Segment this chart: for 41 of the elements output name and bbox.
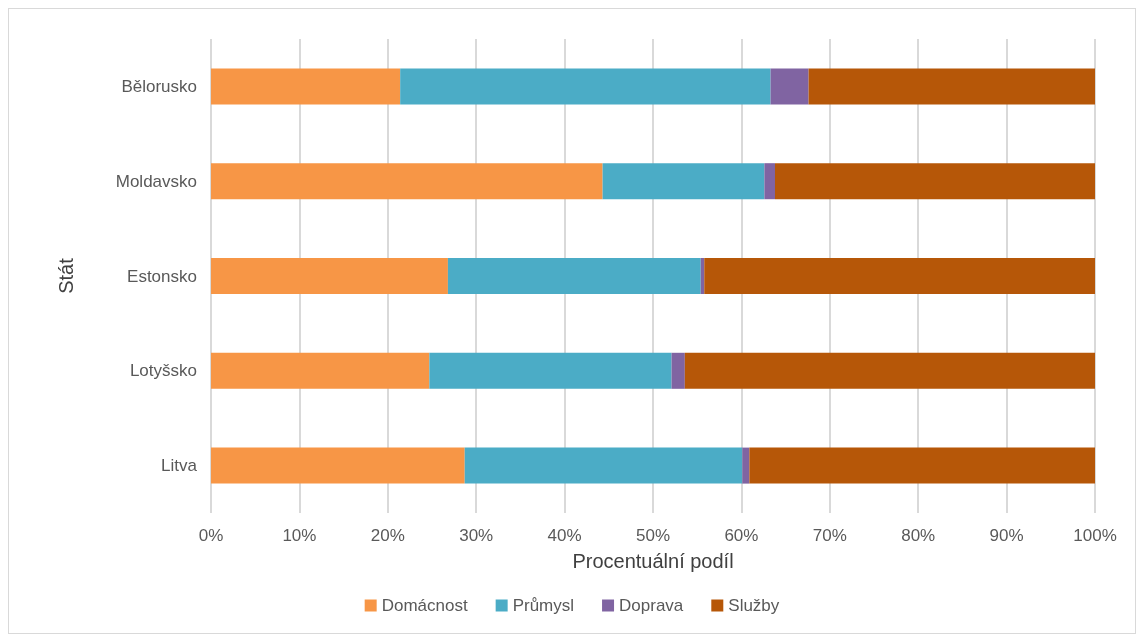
y-axis-title: Stát [55, 257, 77, 294]
bar [770, 68, 809, 105]
legend-label: Domácnost [381, 596, 468, 615]
bar [429, 352, 672, 389]
bar [211, 68, 401, 105]
x-tick-label: 20% [370, 526, 405, 545]
bar [447, 257, 701, 295]
bar [211, 163, 603, 200]
x-tick-label: 50% [635, 526, 671, 545]
x-tick-label: 80% [901, 526, 936, 545]
y-tick-label: Litva [161, 456, 198, 476]
bar [211, 352, 430, 389]
legend-label: Služby [728, 596, 780, 615]
y-tick-label: Moldavsko [115, 171, 197, 191]
bar [764, 163, 775, 200]
x-tick-label: 40% [547, 526, 582, 545]
bar [602, 163, 765, 200]
bar [808, 68, 1095, 105]
x-tick-label: 90% [989, 526, 1024, 545]
x-tick-label: 100% [1073, 526, 1117, 545]
legend-label: Průmysl [512, 596, 575, 615]
x-tick-label: 10% [282, 526, 317, 545]
x-tick-label: 60% [724, 526, 759, 545]
x-axis-title: Procentuální podíl [572, 550, 734, 572]
y-tick-label: Estonsko [127, 266, 197, 286]
bar [400, 68, 771, 105]
bar [774, 163, 1095, 200]
y-tick-label: Bělorusko [121, 76, 197, 96]
bar [211, 257, 448, 295]
bar [749, 447, 1095, 484]
bar [211, 447, 465, 484]
bar [464, 447, 743, 484]
x-tick-label: 30% [459, 526, 494, 545]
x-tick-label: 0% [198, 526, 224, 545]
bar [704, 257, 1095, 295]
y-tick-label: Lotyšsko [129, 361, 197, 381]
x-tick-label: 70% [812, 526, 847, 545]
bar [742, 447, 750, 484]
legend-label: Doprava [619, 596, 684, 615]
bar [671, 352, 685, 389]
bar [684, 352, 1095, 389]
